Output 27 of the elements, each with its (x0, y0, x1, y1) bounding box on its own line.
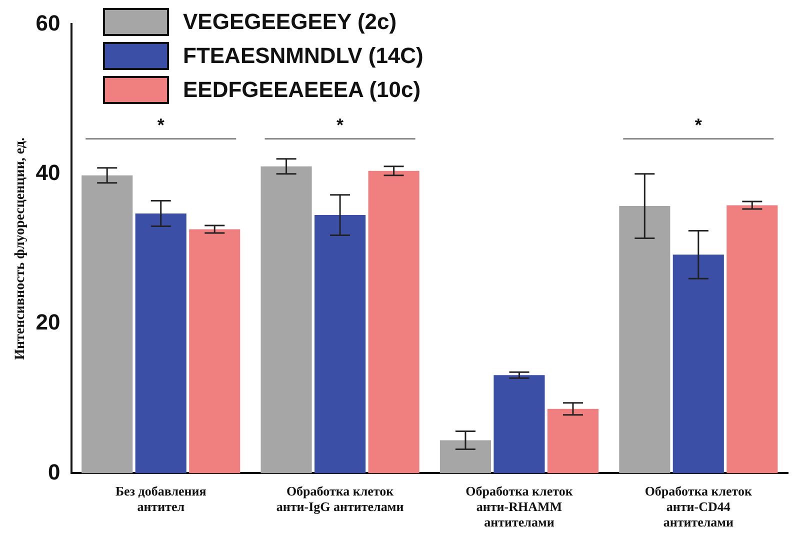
x-tick-label: Обработка клеток анти-IgG антителами (276, 483, 404, 514)
bar (135, 214, 186, 474)
bar (672, 254, 724, 474)
x-tick-label: Обработка клеток анти-RHAMM антителами (466, 483, 574, 530)
bar (314, 215, 366, 474)
bar (82, 175, 133, 474)
annotation: * (336, 114, 344, 135)
legend-label: EEDFGEEAEEEA (10c) (183, 77, 421, 103)
annotation: * (694, 114, 702, 135)
bar (368, 170, 420, 474)
bar (189, 229, 240, 474)
legend-label: FTEAESNMNDLV (14C) (183, 43, 424, 69)
bar (619, 206, 670, 474)
bar (547, 408, 599, 474)
y-tick-label: 40 (36, 160, 60, 185)
bar (726, 205, 778, 474)
y-axis-title: Интенсивность флуоресценции, ед. (13, 137, 28, 360)
bar (440, 440, 492, 474)
bar (260, 166, 312, 474)
y-tick-label: 0 (48, 459, 60, 484)
y-tick-label: 20 (36, 310, 60, 335)
annotation: * (157, 114, 164, 135)
y-tick-label: 60 (36, 10, 60, 36)
x-tick-label: Без добавления антител (115, 483, 206, 514)
bar (494, 375, 545, 474)
x-tick-label: Обработка клеток анти-CD44 антителами (644, 483, 753, 530)
legend-label: VEGEGEEGEEY (2c) (183, 9, 397, 35)
